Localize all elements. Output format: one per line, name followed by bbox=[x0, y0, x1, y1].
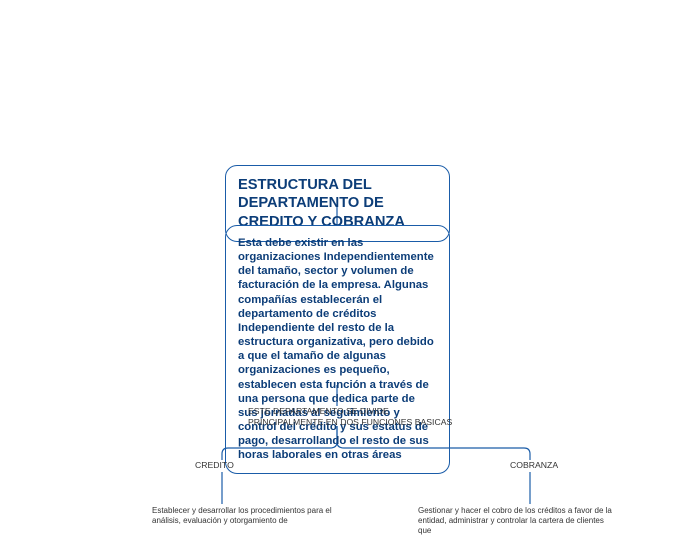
description-node: Esta debe existir en las organizaciones … bbox=[225, 225, 450, 474]
credito-text: CREDITO bbox=[195, 460, 234, 470]
description-text: Esta debe existir en las organizaciones … bbox=[238, 237, 434, 461]
cobranza-desc-text: Gestionar y hacer el cobro de los crédit… bbox=[418, 506, 612, 535]
cobranza-text: COBRANZA bbox=[510, 460, 558, 470]
credito-node: CREDITO bbox=[195, 460, 255, 471]
subheading-node: ESTE DEPARTAMENTO SE DIVIDE PRINCIPALMEN… bbox=[248, 406, 458, 428]
cobranza-node: COBRANZA bbox=[510, 460, 580, 471]
diagram-canvas: ESTRUCTURA DEL DEPARTAMENTO DE CREDITO Y… bbox=[0, 0, 696, 520]
credito-desc-node: Establecer y desarrollar los procedimien… bbox=[152, 506, 332, 526]
subheading-text: ESTE DEPARTAMENTO SE DIVIDE PRINCIPALMEN… bbox=[248, 406, 452, 427]
root-text: ESTRUCTURA DEL DEPARTAMENTO DE CREDITO Y… bbox=[238, 177, 405, 230]
credito-desc-text: Establecer y desarrollar los procedimien… bbox=[152, 506, 332, 525]
cobranza-desc-node: Gestionar y hacer el cobro de los crédit… bbox=[418, 506, 618, 536]
